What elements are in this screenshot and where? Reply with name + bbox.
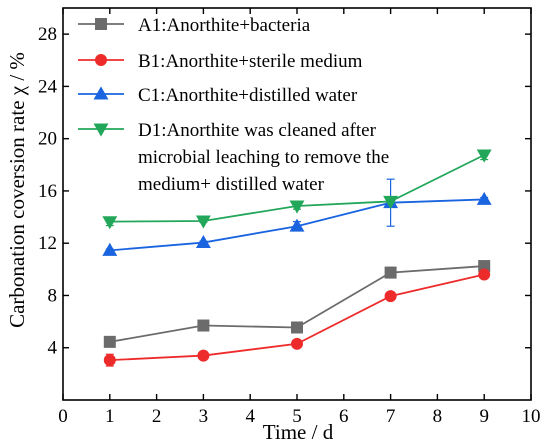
series-4 [102, 149, 492, 230]
y-tick-label: 16 [38, 181, 57, 202]
y-axis-label: Carbonation coversion rate χ / % [5, 52, 29, 328]
data-point [197, 349, 210, 362]
x-axis-label: Time / d [263, 420, 334, 444]
data-point [102, 242, 118, 256]
data-point [289, 218, 305, 232]
legend-label: D1:Anorthite was cleaned after [138, 120, 377, 141]
x-tick-label: 8 [433, 406, 443, 427]
series-1 [103, 260, 491, 348]
legend-label: microbial leaching to remove the [138, 147, 389, 168]
y-tick-label: 4 [48, 338, 58, 359]
legend-entry-1: A1:Anorthite+bacteria [78, 15, 311, 36]
data-point [103, 335, 116, 348]
x-tick-label: 0 [58, 406, 68, 427]
y-tick-label: 28 [38, 24, 57, 45]
data-point [291, 321, 303, 334]
x-tick-label: 7 [386, 406, 396, 427]
legend-entry-2: B1:Anorthite+sterile medium [78, 51, 363, 72]
data-point [383, 195, 399, 209]
x-tick-label: 3 [199, 406, 209, 427]
data-point [291, 337, 303, 350]
data-point [102, 216, 118, 230]
data-point [103, 354, 116, 367]
data-point [478, 268, 491, 281]
y-tick-label: 20 [38, 129, 57, 150]
legend-label: medium+ distilled water [138, 174, 325, 195]
legend-marker [95, 18, 107, 30]
data-point [289, 200, 305, 214]
legend-marker [93, 123, 109, 137]
data-point [476, 191, 492, 205]
legend-label: A1:Anorthite+bacteria [138, 15, 311, 36]
x-tick-label: 2 [152, 406, 162, 427]
x-tick-label: 1 [105, 406, 115, 427]
x-tick-label: 9 [479, 406, 489, 427]
y-tick-label: 8 [48, 285, 58, 306]
series-3 [102, 178, 492, 256]
data-point [197, 319, 210, 332]
legend-entry-4: D1:Anorthite was cleaned after microbial … [78, 120, 389, 195]
series-2 [103, 268, 491, 367]
data-point [195, 234, 211, 248]
legend-marker [95, 54, 107, 66]
y-tick-label: 12 [38, 233, 57, 254]
data-point [384, 266, 397, 279]
legend-label: C1:Anorthite+distilled water [138, 85, 358, 106]
x-tick-label: 6 [339, 406, 349, 427]
data-point [195, 215, 211, 229]
legend-marker [93, 86, 109, 100]
data-point [476, 149, 492, 163]
x-tick-label: 10 [522, 406, 541, 427]
x-tick-label: 4 [245, 406, 255, 427]
legend-label: B1:Anorthite+sterile medium [138, 51, 363, 72]
x-tick-label: 5 [292, 406, 302, 427]
y-tick-label: 24 [38, 76, 58, 97]
data-point [384, 290, 397, 303]
legend-entry-3: C1:Anorthite+distilled water [78, 85, 358, 106]
